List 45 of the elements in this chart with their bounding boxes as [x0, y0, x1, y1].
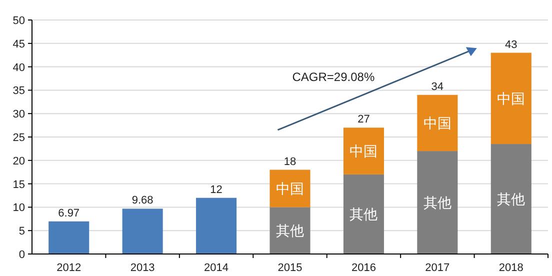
bar	[122, 208, 163, 254]
total-label: 27	[358, 114, 370, 126]
y-tick-label: 30	[12, 108, 25, 121]
bar	[417, 151, 458, 254]
bar	[196, 198, 237, 254]
y-tick-label: 10	[12, 202, 25, 214]
y-tick-label: 20	[12, 155, 25, 168]
y-tick-label: 25	[12, 132, 25, 144]
x-tick-label: 2017	[425, 262, 450, 274]
y-tick-label: 40	[12, 62, 25, 74]
y-tick-label: 45	[12, 38, 25, 50]
total-label: 43	[505, 38, 518, 51]
bar	[417, 94, 458, 152]
annotation: CAGR=29.08%	[292, 70, 375, 84]
total-label: 6.97	[58, 207, 80, 220]
bar	[490, 144, 532, 254]
y-tick-label: 15	[12, 178, 25, 191]
bar	[343, 174, 384, 254]
text: 中国	[350, 144, 378, 160]
bar	[48, 221, 90, 254]
series-label: 中国	[276, 181, 304, 198]
text: 其他	[423, 196, 452, 212]
bar	[270, 207, 310, 254]
text: 其他	[350, 207, 378, 224]
x-tick-label: 2016	[351, 262, 376, 274]
text: 中国	[497, 91, 526, 108]
total-label: 9.68	[132, 194, 154, 207]
x-tick-label: 2015	[278, 262, 302, 274]
text: 其他	[497, 192, 526, 208]
bar	[343, 128, 384, 174]
y-tick-label: 50	[12, 15, 25, 27]
x-tick-label: 2012	[56, 262, 82, 274]
x-tick-label: 2013	[130, 262, 155, 274]
bar	[270, 170, 310, 208]
total-label: 34	[431, 80, 444, 93]
y-tick-label: 5	[18, 226, 25, 238]
y-tick-label: 0	[18, 249, 25, 261]
total-label: 18	[284, 156, 296, 168]
text: 中国	[423, 116, 452, 132]
total-label: 12	[210, 184, 222, 196]
bar	[490, 52, 532, 144]
y-tick-label: 35	[12, 85, 25, 98]
series-label: 其他	[276, 224, 304, 240]
x-tick-label: 2014	[204, 262, 229, 274]
x-tick-label: 2018	[498, 262, 524, 274]
